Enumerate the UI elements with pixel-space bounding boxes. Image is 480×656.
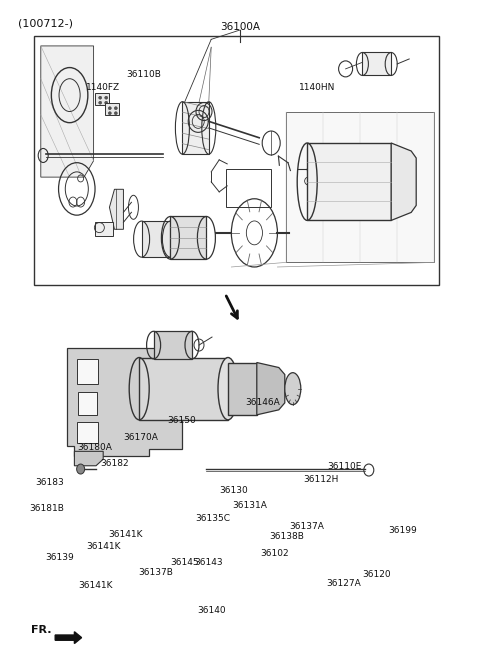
Bar [182,102,209,154]
Ellipse shape [218,358,238,420]
Text: 36146A: 36146A [246,398,280,407]
Text: 36139: 36139 [46,553,74,562]
Bar [95,92,109,105]
Text: 36182: 36182 [100,459,129,468]
Text: 36180A: 36180A [78,443,112,452]
Text: 36141K: 36141K [108,530,143,539]
Text: 36110E: 36110E [327,462,362,471]
Bar [139,358,228,420]
Text: 36120: 36120 [362,570,391,579]
Text: 36138B: 36138B [269,532,304,541]
Ellipse shape [99,96,102,99]
Bar [170,216,206,259]
Bar [154,331,192,359]
Text: 36141K: 36141K [86,542,120,551]
Text: 36199: 36199 [388,525,417,535]
Polygon shape [257,363,285,415]
Ellipse shape [114,107,117,110]
Polygon shape [67,348,182,456]
Ellipse shape [77,464,84,474]
Ellipse shape [105,96,108,99]
Bar [362,52,391,75]
Text: 36127A: 36127A [326,579,360,588]
Text: FR.: FR. [31,625,52,635]
Bar [226,169,271,207]
Text: 36112H: 36112H [303,475,338,484]
Text: 36141K: 36141K [79,581,113,590]
Ellipse shape [105,101,108,104]
Ellipse shape [114,112,117,115]
Bar [34,36,439,285]
Text: 36183: 36183 [35,478,64,487]
Polygon shape [55,632,82,644]
Text: 36130: 36130 [219,485,248,495]
Text: 36143: 36143 [194,558,223,567]
Ellipse shape [99,101,102,104]
Polygon shape [74,451,103,466]
Text: 36150: 36150 [167,416,196,425]
Text: (100712-): (100712-) [18,18,73,28]
Bar [228,363,257,415]
Text: 36137A: 36137A [290,522,324,531]
Bar [142,221,170,257]
Ellipse shape [108,112,111,115]
Text: 36137B: 36137B [139,567,173,577]
Text: 1140HN: 1140HN [299,83,335,92]
Text: 36140: 36140 [197,605,226,615]
Ellipse shape [285,373,301,405]
Bar [105,103,119,115]
Ellipse shape [108,107,111,110]
Text: 36170A: 36170A [124,433,158,442]
Bar [95,222,113,236]
Text: 36135C: 36135C [195,514,230,523]
Text: 1140FZ: 1140FZ [86,83,120,92]
Text: 36181B: 36181B [30,504,64,513]
Text: 36110B: 36110B [127,70,161,79]
Polygon shape [391,143,416,220]
Polygon shape [286,112,434,262]
Text: 36102: 36102 [260,549,289,558]
Bar [77,422,98,443]
Bar [78,392,97,415]
Bar [77,359,98,384]
Text: 36145: 36145 [170,558,199,567]
Bar [307,143,391,220]
Text: 36100A: 36100A [220,22,260,32]
Polygon shape [41,46,94,177]
Polygon shape [109,190,123,230]
Text: 36131A: 36131A [232,501,267,510]
